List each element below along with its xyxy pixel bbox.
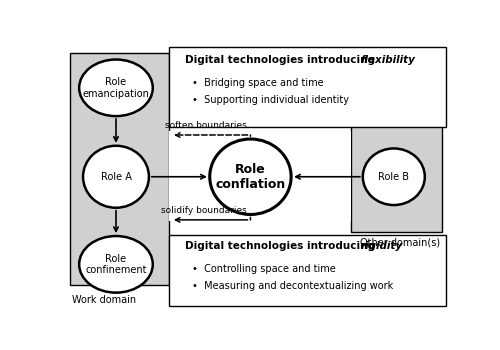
- Bar: [169, 47, 446, 127]
- Text: Other domain(s): Other domain(s): [360, 237, 440, 247]
- Text: Work domain: Work domain: [72, 295, 136, 305]
- Text: •  Measuring and decontextualizing work: • Measuring and decontextualizing work: [192, 280, 394, 290]
- Text: Digital technologies introducing: Digital technologies introducing: [184, 56, 378, 65]
- Text: rigidity: rigidity: [361, 241, 403, 251]
- Ellipse shape: [83, 146, 149, 208]
- Text: flexibility: flexibility: [361, 56, 416, 65]
- Ellipse shape: [363, 148, 425, 205]
- Bar: [169, 235, 446, 306]
- Bar: [351, 121, 442, 232]
- Ellipse shape: [79, 60, 153, 116]
- Text: Role
emancipation: Role emancipation: [82, 77, 150, 99]
- Text: Role B: Role B: [378, 172, 410, 182]
- Text: Role
conflation: Role conflation: [216, 163, 286, 191]
- Text: Role
confinement: Role confinement: [85, 253, 146, 275]
- Bar: [169, 131, 351, 221]
- Text: •  Controlling space and time: • Controlling space and time: [192, 264, 336, 274]
- Ellipse shape: [210, 139, 291, 215]
- Ellipse shape: [79, 236, 153, 293]
- Bar: [70, 53, 169, 285]
- Text: solidify boundaries: solidify boundaries: [161, 206, 246, 215]
- Text: •  Bridging space and time: • Bridging space and time: [192, 78, 324, 89]
- Text: Digital technologies introducing: Digital technologies introducing: [184, 241, 378, 251]
- Text: Role A: Role A: [100, 172, 132, 182]
- Text: •  Supporting individual identity: • Supporting individual identity: [192, 94, 350, 105]
- Text: soften boundaries: soften boundaries: [165, 121, 246, 130]
